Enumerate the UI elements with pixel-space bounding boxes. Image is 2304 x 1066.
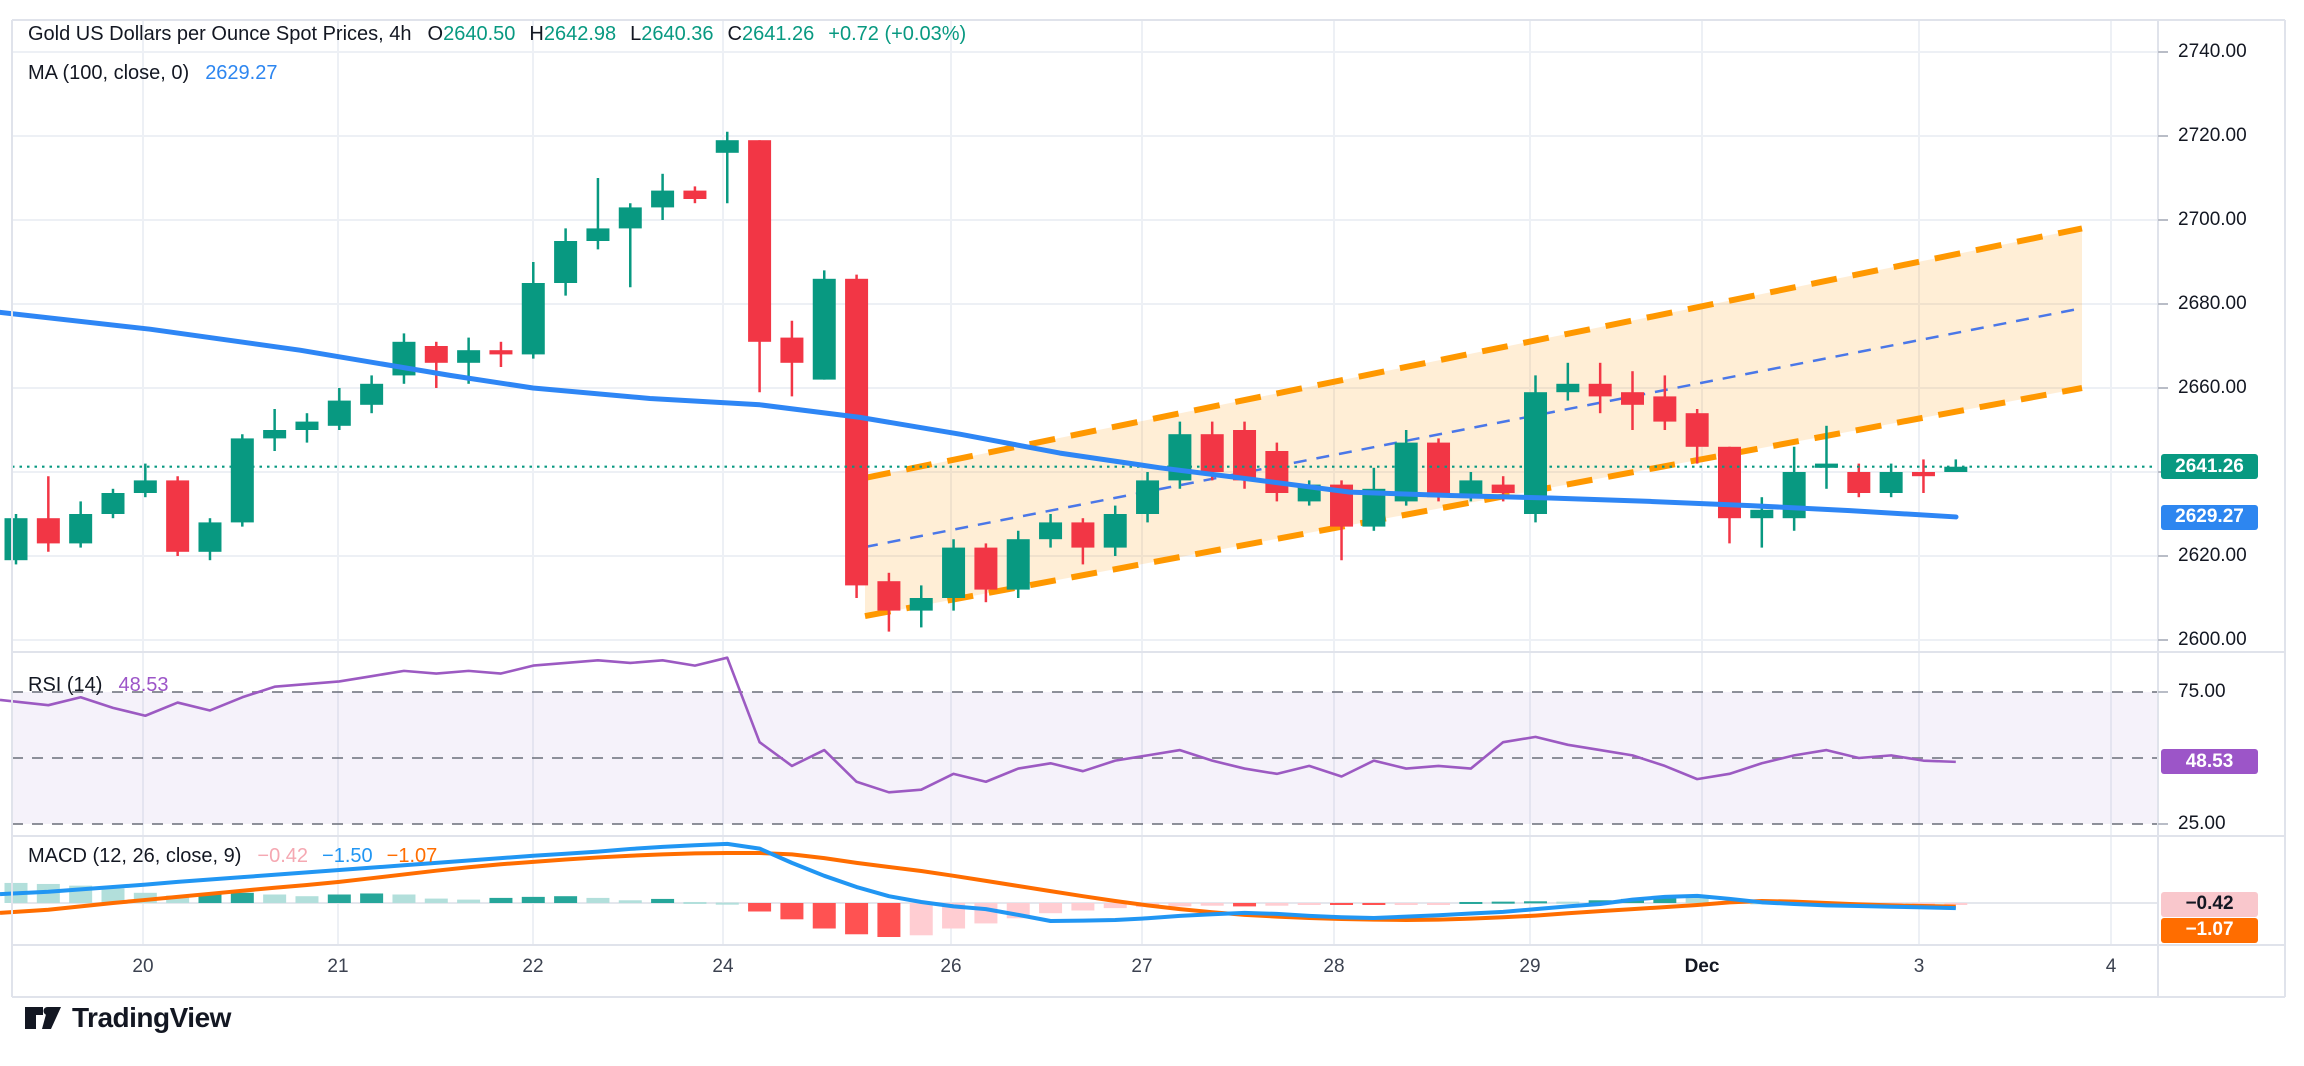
price-tick-label: 2720.00 bbox=[2178, 125, 2247, 146]
macd-legend[interactable]: MACD (12, 26, close, 9) −0.42 −1.50 −1.0… bbox=[28, 843, 437, 869]
rsi-label: RSI (14) bbox=[28, 674, 103, 696]
time-tick-label-28: 28 bbox=[1323, 956, 1345, 977]
price-tick-label: 2700.00 bbox=[2178, 209, 2247, 230]
ohlc-close: C2641.26 bbox=[727, 23, 815, 45]
ohlc-low: L2640.36 bbox=[630, 23, 714, 45]
macd-signal-line bbox=[0, 851, 1956, 922]
time-tick-label-26: 26 bbox=[940, 956, 962, 977]
change-value: +0.72 (+0.03%) bbox=[828, 23, 967, 45]
tradingview-logo-text: TradingView bbox=[72, 1002, 231, 1033]
time-tick-label-27: 27 bbox=[1131, 956, 1153, 977]
rsi-value: 48.53 bbox=[118, 674, 169, 696]
time-tick-label-29: 29 bbox=[1519, 956, 1541, 977]
tradingview-logo[interactable]: TradingView bbox=[24, 1002, 231, 1034]
price-tick-label: 2600.00 bbox=[2178, 629, 2247, 650]
ma-value-badge: 2629.27 bbox=[2161, 504, 2258, 530]
macd-signal-value: −1.07 bbox=[386, 845, 438, 867]
time-tick-label-3: 3 bbox=[1913, 956, 1925, 977]
rsi-value-badge: 48.53 bbox=[2161, 749, 2258, 775]
rsi-legend[interactable]: RSI (14) 48.53 bbox=[28, 672, 169, 698]
ma-value: 2629.27 bbox=[205, 62, 278, 84]
tradingview-logo-icon bbox=[25, 1007, 61, 1029]
macd-label: MACD (12, 26, close, 9) bbox=[28, 845, 242, 867]
price-tick-label: 2660.00 bbox=[2178, 377, 2247, 398]
channel-fill bbox=[865, 228, 2082, 617]
time-tick-label-24: 24 bbox=[712, 956, 734, 977]
macd-line bbox=[0, 841, 1956, 924]
symbol-title: Gold US Dollars per Ounce Spot Prices, 4… bbox=[28, 23, 412, 45]
symbol-legend[interactable]: Gold US Dollars per Ounce Spot Prices, 4… bbox=[28, 21, 982, 47]
time-tick-label-22: 22 bbox=[522, 956, 544, 977]
channel-lower-line bbox=[864, 385, 2083, 620]
ma100-line bbox=[0, 309, 1959, 520]
time-tick-label-21: 21 bbox=[327, 956, 349, 977]
ohlc-high: H2642.98 bbox=[529, 23, 617, 45]
close-price-badge: 2641.26 bbox=[2161, 454, 2258, 480]
price-tick-label: 2740.00 bbox=[2178, 41, 2247, 62]
time-tick-label-4: 4 bbox=[2105, 956, 2117, 977]
rsi-tick-label: 75.00 bbox=[2178, 681, 2226, 702]
macd-hist-badge: −0.42 bbox=[2161, 891, 2258, 917]
ma-label: MA (100, close, 0) bbox=[28, 62, 190, 84]
rsi-tick-label: 25.00 bbox=[2178, 813, 2226, 834]
price-tick-label: 2620.00 bbox=[2178, 545, 2247, 566]
time-tick-label-dec: Dec bbox=[1684, 956, 1720, 977]
time-tick-label-20: 20 bbox=[132, 956, 154, 977]
macd-line-value: −1.50 bbox=[322, 845, 373, 867]
ohlc-open: O2640.50 bbox=[427, 23, 516, 45]
rsi-line bbox=[0, 656, 1956, 794]
macd-signal-badge: −1.07 bbox=[2161, 917, 2258, 943]
price-tick-label: 2680.00 bbox=[2178, 293, 2247, 314]
ma-legend[interactable]: MA (100, close, 0) 2629.27 bbox=[28, 60, 277, 86]
macd-hist-value: −0.42 bbox=[257, 845, 309, 867]
